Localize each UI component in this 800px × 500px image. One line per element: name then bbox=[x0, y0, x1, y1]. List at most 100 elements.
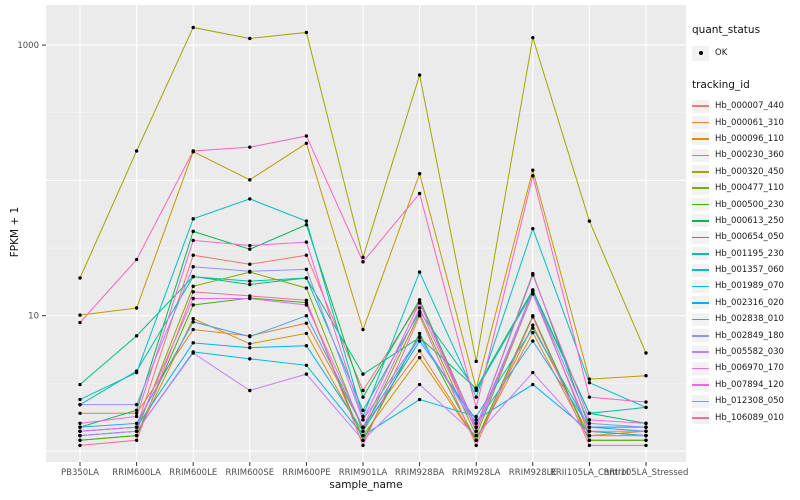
x-tick-label: RRII105LA_Stressed bbox=[604, 468, 689, 478]
data-point bbox=[248, 145, 252, 149]
legend-item-Hb_106089_010: Hb_106089_010 bbox=[692, 409, 800, 425]
data-point bbox=[417, 306, 422, 310]
data-point bbox=[417, 270, 422, 274]
legend-item-label: Hb_002316_020 bbox=[715, 297, 784, 308]
legend-key-box bbox=[692, 116, 709, 130]
data-point bbox=[191, 265, 195, 269]
data-point bbox=[361, 425, 365, 429]
data-point bbox=[587, 425, 592, 429]
data-point bbox=[644, 374, 648, 378]
data-point bbox=[304, 223, 309, 227]
data-point bbox=[304, 276, 309, 280]
data-point bbox=[304, 267, 309, 272]
data-point bbox=[417, 349, 422, 353]
legend-item-label: Hb_000654_050 bbox=[715, 232, 784, 243]
legend-key-box bbox=[692, 148, 709, 162]
legend-item-label: Hb_007894_120 bbox=[715, 379, 784, 390]
legend-key-box bbox=[692, 181, 709, 195]
data-point bbox=[531, 35, 535, 40]
data-point bbox=[531, 330, 535, 335]
legend-item-label: Hb_000007_440 bbox=[715, 101, 784, 112]
legend-item-Hb_000320_450: Hb_000320_450 bbox=[692, 164, 800, 180]
legend-item-label: Hb_001989_070 bbox=[715, 281, 784, 292]
data-point bbox=[361, 388, 365, 393]
x-tick-label: RRII105LA_Control bbox=[550, 468, 629, 478]
legend-item-label: Hb_012308_050 bbox=[715, 396, 784, 407]
data-point bbox=[417, 339, 422, 343]
data-point bbox=[248, 342, 252, 346]
legend-swatch-Hb_000096_110 bbox=[692, 138, 709, 140]
data-point bbox=[191, 327, 195, 332]
legend-item-label: Hb_000230_360 bbox=[715, 150, 784, 161]
data-point bbox=[361, 438, 365, 442]
data-point bbox=[587, 377, 592, 381]
legend-swatch-Hb_006970_170 bbox=[692, 367, 709, 370]
data-point bbox=[304, 253, 309, 257]
data-point bbox=[191, 217, 195, 221]
data-point bbox=[531, 174, 535, 178]
data-point bbox=[248, 247, 252, 251]
legend-key-box bbox=[692, 296, 709, 310]
data-point bbox=[191, 290, 195, 294]
legend-item-label: Hb_005582_030 bbox=[715, 347, 784, 358]
data-point bbox=[78, 433, 82, 438]
data-point bbox=[191, 275, 195, 279]
data-point bbox=[531, 323, 535, 327]
y-tick-label: 10 bbox=[28, 312, 39, 322]
data-point bbox=[304, 372, 309, 376]
data-point bbox=[304, 298, 309, 302]
data-point bbox=[191, 229, 195, 234]
data-point bbox=[248, 294, 252, 298]
data-point bbox=[248, 334, 252, 339]
data-point bbox=[417, 331, 422, 336]
legend-swatch-Hb_001989_070 bbox=[692, 285, 709, 288]
data-point bbox=[78, 397, 82, 402]
legend-swatch-Hb_000007_440 bbox=[692, 105, 709, 108]
data-point bbox=[474, 433, 478, 438]
legend-item-label: Hb_001357_060 bbox=[715, 265, 784, 276]
legend-item-label: Hb_000500_230 bbox=[715, 199, 784, 210]
data-point bbox=[531, 168, 535, 172]
data-point bbox=[587, 421, 592, 426]
data-point bbox=[417, 382, 422, 387]
data-point bbox=[134, 408, 139, 412]
data-point bbox=[191, 253, 195, 257]
data-point bbox=[531, 382, 535, 387]
data-point bbox=[134, 411, 139, 415]
legend-item-label: Hb_106089_010 bbox=[715, 412, 784, 423]
data-point bbox=[361, 255, 365, 260]
data-point bbox=[531, 370, 535, 375]
data-point bbox=[361, 408, 365, 412]
legend-item-Hb_000061_310: Hb_000061_310 bbox=[692, 114, 800, 130]
data-point bbox=[191, 149, 195, 153]
legend-swatch-Hb_000477_110 bbox=[692, 187, 709, 190]
y-tick-label: 1000 bbox=[17, 41, 39, 51]
data-point bbox=[134, 433, 139, 438]
data-point bbox=[191, 320, 195, 324]
data-point bbox=[248, 346, 252, 350]
legend-swatch-Hb_007894_120 bbox=[692, 384, 709, 386]
data-point bbox=[304, 134, 309, 138]
legend-item-Hb_002849_180: Hb_002849_180 bbox=[692, 327, 800, 343]
legend-key-box bbox=[692, 132, 709, 146]
data-point bbox=[474, 425, 478, 429]
legend-swatch-Hb_002838_010 bbox=[692, 318, 709, 321]
data-point bbox=[644, 351, 648, 355]
legend-series-list: Hb_000007_440 Hb_000061_310 Hb_000096_110 H… bbox=[692, 98, 800, 426]
data-point bbox=[248, 279, 252, 283]
data-point bbox=[134, 414, 139, 419]
data-point bbox=[474, 414, 478, 419]
data-point bbox=[78, 313, 82, 317]
data-point bbox=[474, 438, 478, 442]
data-point bbox=[417, 191, 422, 196]
data-point bbox=[78, 276, 82, 280]
legend-item-Hb_012308_050: Hb_012308_050 bbox=[692, 393, 800, 409]
data-point bbox=[304, 321, 309, 325]
data-point bbox=[191, 238, 195, 243]
x-axis-title: sample_name bbox=[329, 479, 403, 491]
data-point bbox=[587, 395, 592, 399]
data-point bbox=[474, 395, 478, 399]
legend-item-Hb_000613_250: Hb_000613_250 bbox=[692, 213, 800, 229]
data-point bbox=[191, 341, 195, 345]
